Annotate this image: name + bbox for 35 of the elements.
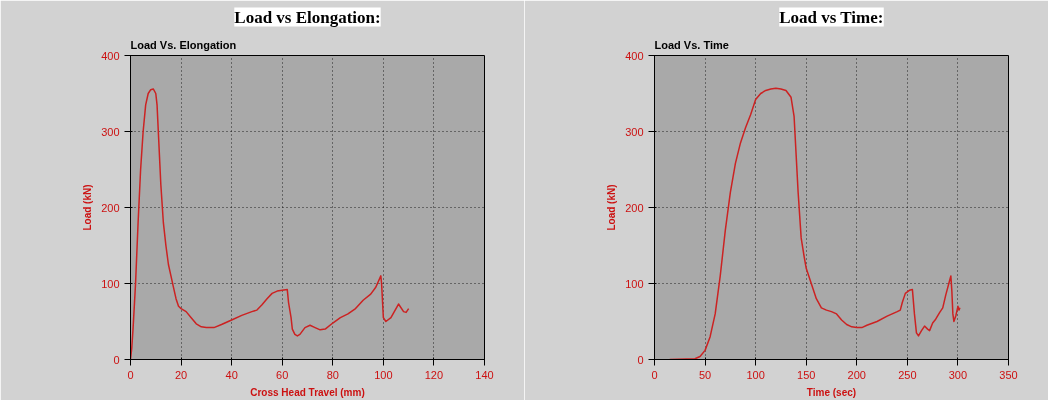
y-tick-label: 100: [625, 277, 644, 290]
line-series: [130, 88, 410, 360]
x-tick-label: 80: [326, 368, 339, 381]
x-tick-label: 250: [898, 368, 917, 381]
y-axis-title: Load (kN): [82, 184, 94, 231]
chart-title: Load vs Time:: [779, 7, 884, 27]
x-tick-label: 100: [746, 368, 765, 381]
x-tick-label: 0: [127, 368, 134, 381]
chart-subtitle: Load Vs. Time: [654, 38, 729, 51]
chart-subtitle: Load Vs. Elongation: [130, 38, 237, 51]
x-tick-label: 50: [698, 368, 712, 381]
x-axis-title: Cross Head Travel (mm): [250, 386, 365, 398]
chart-title: Load vs Elongation:: [234, 7, 381, 27]
x-tick-label: 200: [847, 368, 866, 381]
x-tick-label: 20: [174, 368, 188, 381]
x-tick-label: 60: [276, 368, 289, 381]
y-tick-label: 0: [113, 353, 120, 366]
x-tick-label: 300: [948, 368, 968, 381]
y-tick-label: 400: [625, 49, 644, 62]
y-tick-label: 300: [101, 125, 120, 138]
y-tick-label: 400: [101, 49, 120, 62]
x-tick-label: 150: [797, 368, 816, 381]
x-tick-label: 40: [225, 368, 238, 381]
x-tick-label: 0: [651, 368, 658, 381]
x-tick-label: 120: [424, 368, 444, 381]
x-axis-title: Time (sec): [806, 386, 857, 398]
y-tick-label: 0: [637, 353, 644, 366]
y-tick-label: 300: [625, 125, 644, 138]
y-axis-title: Load (kN): [606, 184, 618, 231]
y-tick-label: 100: [101, 277, 120, 290]
x-tick-label: 100: [374, 368, 393, 381]
y-tick-label: 200: [625, 201, 644, 214]
x-tick-label: 140: [475, 368, 494, 381]
y-tick-label: 200: [101, 201, 120, 214]
x-tick-label: 350: [999, 368, 1018, 381]
